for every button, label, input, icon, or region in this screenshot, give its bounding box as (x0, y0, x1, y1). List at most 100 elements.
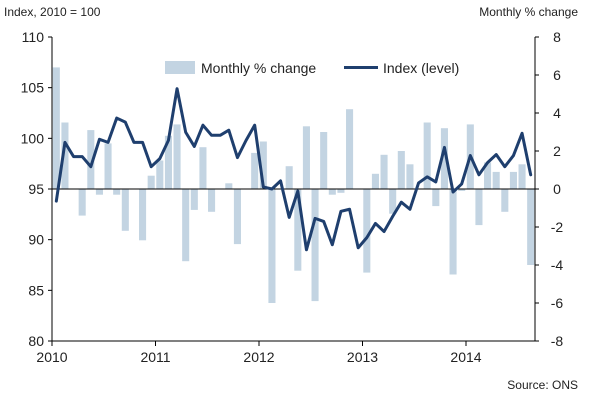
index-point (89, 165, 93, 168)
index-point (124, 120, 127, 124)
right-tick-label: 8 (553, 29, 561, 45)
index-point (339, 210, 343, 213)
bar (475, 189, 483, 226)
legend-bar-swatch (165, 61, 195, 74)
index-point (434, 180, 438, 184)
index-point (451, 190, 455, 194)
bar (113, 189, 121, 195)
x-tick-label: 2014 (450, 349, 481, 365)
index-point (236, 156, 239, 159)
index-point (72, 155, 75, 158)
bar (320, 132, 328, 189)
left-tick-label: 80 (28, 333, 44, 349)
index-point (460, 182, 463, 186)
bar (95, 189, 103, 195)
bar (363, 189, 371, 273)
index-point (503, 165, 507, 168)
index-point (322, 220, 325, 223)
bar (328, 189, 336, 195)
bar (285, 166, 293, 189)
left-tick-label: 100 (21, 130, 45, 146)
index-point (158, 157, 162, 160)
left-tick-label: 90 (28, 232, 44, 248)
index-point (520, 132, 524, 135)
left-tick-label: 95 (28, 181, 44, 197)
index-point (253, 123, 256, 127)
bar (432, 189, 440, 207)
bar (182, 189, 190, 262)
bar (233, 189, 241, 245)
legend: Monthly % change Index (level) (165, 60, 459, 76)
legend-line-label: Index (level) (383, 60, 459, 76)
index-point (529, 173, 532, 177)
bar (501, 189, 509, 212)
index-point (477, 173, 481, 177)
legend-bar-label: Monthly % change (201, 60, 316, 76)
index-point (365, 236, 369, 239)
index-point (270, 187, 274, 191)
index-point (80, 155, 84, 158)
index-point (287, 216, 291, 219)
index-point (193, 145, 196, 148)
index-point (167, 139, 170, 142)
index-point (184, 131, 187, 134)
bar (484, 162, 492, 189)
index-point (132, 141, 136, 144)
right-tick-label: 4 (553, 105, 561, 121)
bar (302, 126, 310, 189)
index-point (417, 181, 420, 185)
index-point (201, 123, 205, 127)
bar (294, 189, 302, 271)
index-point (98, 138, 101, 141)
bar (346, 109, 354, 189)
right-tick-label: -8 (551, 333, 564, 349)
bar (190, 189, 198, 210)
index-point (175, 87, 179, 90)
source-note: Source: ONS (507, 378, 578, 392)
index-point (305, 248, 308, 251)
bar (380, 154, 388, 189)
index-point (244, 139, 248, 142)
line-layer (54, 87, 533, 252)
bar (509, 171, 517, 189)
index-point (106, 141, 110, 144)
x-tick-label: 2010 (36, 349, 67, 365)
index-point (313, 217, 317, 220)
right-tick-label: 6 (553, 67, 561, 83)
index-point (425, 175, 429, 179)
bar (259, 141, 267, 189)
index-point (494, 153, 498, 156)
index-point (210, 134, 213, 137)
index-point (55, 199, 58, 203)
bar (199, 147, 207, 189)
bars-layer (52, 67, 535, 303)
bar (518, 164, 526, 189)
bar (156, 160, 164, 189)
bar (173, 124, 181, 189)
bar (449, 189, 457, 275)
left-tick-label: 85 (28, 282, 44, 298)
bar (397, 151, 405, 189)
index-point (63, 141, 67, 144)
bar (208, 189, 216, 212)
bar (87, 130, 95, 189)
axes-layer: 80 85 90 95 100 105 110 -8 -6 -4 -2 0 2 4 6 8 2010 2011 20… (21, 29, 564, 365)
index-point (400, 200, 403, 204)
bar (61, 122, 69, 189)
bar (52, 67, 60, 189)
bar (268, 189, 276, 303)
index-point (348, 208, 351, 211)
bar (225, 183, 233, 189)
left-axis-title: Index, 2010 = 100 (4, 5, 101, 19)
index-point (149, 165, 153, 168)
bar (251, 152, 259, 189)
bar (458, 189, 466, 191)
index-point (469, 154, 472, 157)
index-point (356, 246, 360, 249)
right-axis-title: Monthly % change (479, 5, 578, 19)
bar (423, 122, 431, 189)
bar (164, 135, 172, 189)
index-line (54, 87, 533, 252)
index-point (512, 154, 515, 157)
x-tick-label: 2012 (243, 349, 274, 365)
